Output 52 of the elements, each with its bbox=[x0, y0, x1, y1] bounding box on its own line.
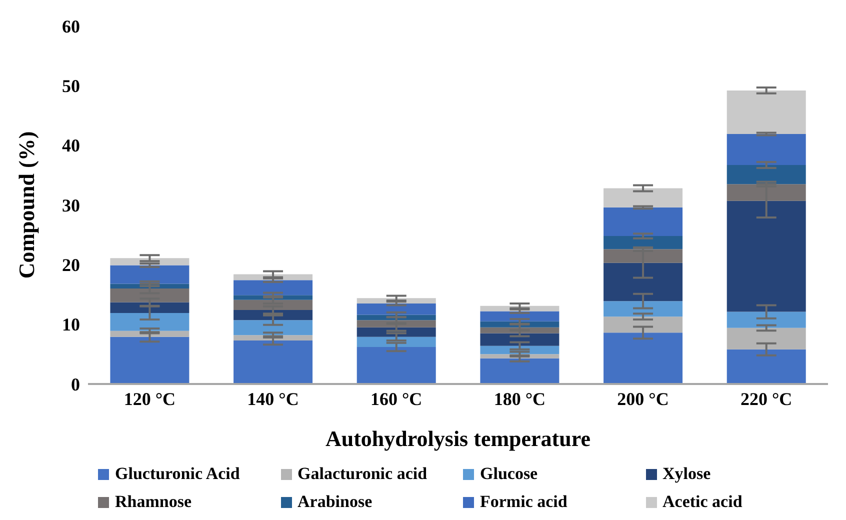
bar bbox=[110, 288, 190, 302]
legend-label: Galacturonic acid bbox=[298, 464, 428, 484]
bar bbox=[726, 165, 806, 184]
bar bbox=[234, 340, 313, 384]
bar bbox=[234, 300, 313, 310]
bar bbox=[110, 265, 190, 284]
x-tick-label: 220 °C bbox=[740, 388, 792, 409]
bar bbox=[604, 236, 683, 250]
y-tick-label: 10 bbox=[62, 314, 80, 335]
bar bbox=[480, 327, 560, 334]
legend-label: Arabinose bbox=[298, 492, 372, 512]
x-tick-label: 160 °C bbox=[370, 388, 422, 409]
bar bbox=[604, 262, 683, 302]
bar bbox=[726, 134, 806, 166]
x-tick-label: 180 °C bbox=[494, 388, 546, 409]
bar bbox=[356, 320, 436, 328]
y-tick-label: 0 bbox=[71, 374, 80, 394]
legend-label: Formic acid bbox=[480, 492, 568, 512]
bar bbox=[356, 347, 436, 384]
y-tick-label: 40 bbox=[62, 136, 80, 156]
bar bbox=[726, 90, 806, 134]
bar bbox=[604, 316, 683, 333]
y-tick-label: 30 bbox=[62, 195, 80, 216]
bar bbox=[110, 312, 190, 331]
bar bbox=[110, 302, 190, 313]
bar bbox=[234, 280, 313, 296]
bar bbox=[726, 312, 806, 328]
bar bbox=[234, 320, 313, 336]
bar bbox=[726, 200, 806, 312]
y-tick-label: 50 bbox=[62, 76, 80, 96]
bar bbox=[480, 358, 560, 384]
bar bbox=[726, 328, 806, 350]
legend-label: Xylose bbox=[662, 464, 711, 484]
x-tick-label: 140 °C bbox=[247, 388, 299, 409]
bar bbox=[356, 303, 436, 315]
bar bbox=[604, 332, 683, 384]
y-tick-label: 20 bbox=[62, 255, 80, 276]
y-tick-label: 60 bbox=[62, 16, 80, 36]
x-axis-title: Autohydrolysis temperature bbox=[325, 426, 591, 451]
x-tick-label: 200 °C bbox=[617, 388, 669, 409]
legend-label: Rhamnose bbox=[115, 492, 192, 512]
bar bbox=[604, 207, 683, 236]
bar bbox=[604, 301, 683, 317]
bar bbox=[604, 188, 683, 208]
y-axis-title: Compound (%) bbox=[14, 131, 39, 279]
legend-label: Acetic acid bbox=[662, 492, 742, 512]
bar bbox=[726, 349, 806, 384]
x-tick-label: 120 °C bbox=[124, 388, 176, 409]
bar bbox=[110, 336, 190, 384]
bar bbox=[480, 333, 560, 346]
legend-label: Glucose bbox=[480, 464, 538, 484]
legend-label: Glucturonic Acid bbox=[115, 464, 240, 484]
